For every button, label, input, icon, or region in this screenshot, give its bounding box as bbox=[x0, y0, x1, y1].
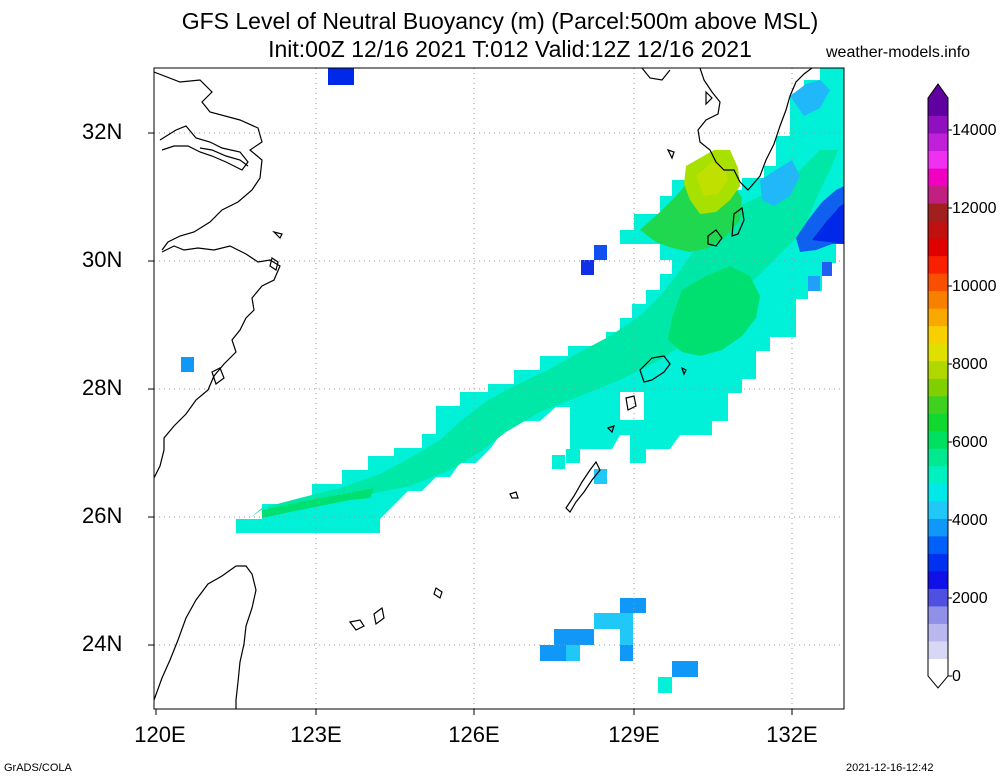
field-blue-ne-core bbox=[812, 204, 844, 244]
graticule bbox=[154, 68, 844, 709]
field-blue-top bbox=[328, 68, 354, 85]
field-s-2 bbox=[594, 613, 620, 629]
field-green-zone-2 bbox=[668, 266, 760, 356]
chart-subtitle: Init:00Z 12/16 2021 T:012 Valid:12Z 12/1… bbox=[268, 36, 752, 62]
chart-title: GFS Level of Neutral Buoyancy (m) (Parce… bbox=[181, 8, 819, 34]
field-s-9 bbox=[672, 661, 698, 677]
colorbar-swatch bbox=[928, 273, 948, 292]
field-blue-ne-pix bbox=[808, 276, 820, 291]
colorbar-label-8000: 8000 bbox=[952, 356, 988, 373]
colorbar-swatch bbox=[928, 483, 948, 502]
colorbar-swatch bbox=[928, 378, 948, 397]
colorbar-swatch bbox=[928, 308, 948, 327]
colorbar-swatch bbox=[928, 220, 948, 239]
buoyancy-field bbox=[181, 68, 844, 693]
colorbar-swatch bbox=[928, 518, 948, 537]
footer-credit: GrADS/COLA bbox=[4, 762, 72, 774]
field-lightblue-ne-2 bbox=[790, 80, 830, 116]
field-lightblue-ne bbox=[760, 160, 800, 206]
colorbar-swatch bbox=[928, 658, 948, 677]
colorbar-swatch bbox=[928, 238, 948, 257]
colorbar-swatch bbox=[928, 605, 948, 624]
source-label: weather-models.info bbox=[826, 44, 971, 61]
field-blue-30n-a bbox=[594, 245, 607, 260]
colorbar-swatch bbox=[928, 395, 948, 414]
lat-label-32n: 32N bbox=[82, 119, 123, 144]
lon-label-120e: 120E bbox=[134, 722, 186, 747]
colorbar-swatch bbox=[928, 588, 948, 607]
colorbar-swatch bbox=[928, 465, 948, 484]
field-blue-28n bbox=[181, 357, 194, 372]
field-blue-ne-pix2 bbox=[822, 262, 832, 276]
lat-label-26n: 26N bbox=[82, 503, 123, 528]
colorbar-swatch bbox=[928, 360, 948, 379]
lon-label-132e: 132E bbox=[766, 722, 818, 747]
field-green-zone bbox=[262, 488, 374, 518]
colorbar-swatch bbox=[928, 500, 948, 519]
field-s-7 bbox=[540, 645, 566, 661]
colorbar-label-14000: 14000 bbox=[952, 122, 997, 139]
lat-label-30n: 30N bbox=[82, 247, 123, 272]
lon-label-126e: 126E bbox=[448, 722, 500, 747]
colorbar-label-0: 0 bbox=[952, 668, 961, 685]
colorbar-swatch bbox=[928, 290, 948, 309]
colorbar-label-4000: 4000 bbox=[952, 512, 988, 529]
lat-label-24n: 24N bbox=[82, 631, 123, 656]
lon-label-123e: 123E bbox=[290, 722, 342, 747]
colorbar-label-6000: 6000 bbox=[952, 434, 988, 451]
footer-timestamp: 2021-12-16-12:42 bbox=[846, 762, 934, 774]
colorbar-swatch bbox=[928, 343, 948, 362]
colorbar-swatch bbox=[928, 430, 948, 449]
field-s-5 bbox=[620, 645, 633, 661]
colorbar-label-2000: 2000 bbox=[952, 590, 988, 607]
colorbar-top-arrow bbox=[928, 84, 948, 98]
field-cyan-pix-1 bbox=[552, 455, 565, 469]
axis-ticks bbox=[148, 132, 793, 715]
field-yellow-max-2 bbox=[696, 162, 728, 196]
colorbar-swatch bbox=[928, 203, 948, 222]
lon-label-129e: 129E bbox=[608, 722, 660, 747]
colorbar-swatch bbox=[928, 448, 948, 467]
field-blue-30n-b bbox=[581, 260, 594, 275]
field-s-10 bbox=[658, 677, 672, 693]
field-cyan-pix-2 bbox=[594, 469, 607, 484]
colorbar bbox=[927, 83, 952, 689]
colorbar-swatch bbox=[928, 553, 948, 572]
field-s-8 bbox=[566, 645, 580, 661]
colorbar-swatch bbox=[928, 570, 948, 589]
colorbar-swatch bbox=[928, 115, 948, 134]
colorbar-swatch bbox=[928, 325, 948, 344]
field-s-1 bbox=[620, 598, 646, 613]
field-s-3 bbox=[620, 613, 633, 629]
colorbar-swatch bbox=[928, 640, 948, 659]
colorbar-swatch bbox=[928, 150, 948, 169]
colorbar-swatch bbox=[928, 168, 948, 187]
lat-label-28n: 28N bbox=[82, 375, 123, 400]
field-s-6 bbox=[554, 629, 594, 645]
colorbar-swatch bbox=[928, 413, 948, 432]
colorbar-swatch bbox=[928, 185, 948, 204]
coastlines bbox=[154, 68, 813, 709]
colorbar-label-12000: 12000 bbox=[952, 200, 997, 217]
colorbar-swatch bbox=[928, 535, 948, 554]
colorbar-swatch bbox=[928, 133, 948, 152]
colorbar-swatch bbox=[928, 255, 948, 274]
colorbar-label-10000: 10000 bbox=[952, 278, 997, 295]
colorbar-swatch bbox=[928, 98, 948, 117]
colorbar-swatch bbox=[928, 623, 948, 642]
